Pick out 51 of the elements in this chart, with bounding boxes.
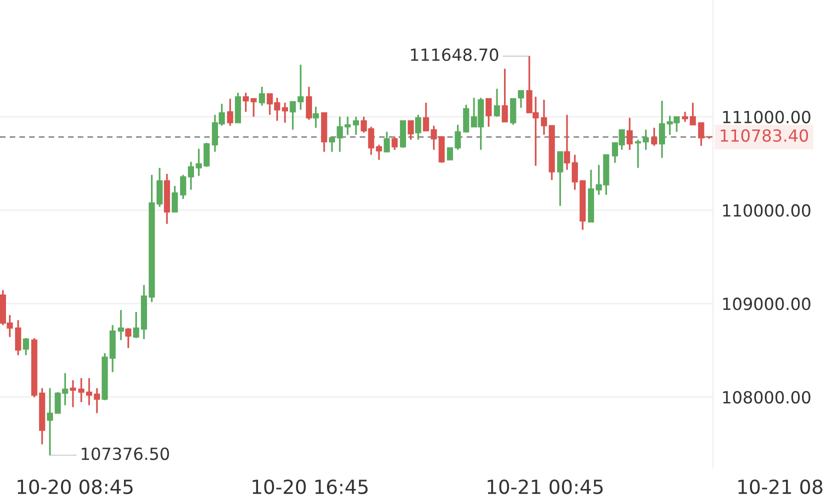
candlestick <box>454 124 461 151</box>
candlestick <box>312 106 319 129</box>
candlestick <box>698 122 704 147</box>
candlestick <box>306 86 312 121</box>
candlestick <box>634 138 642 169</box>
candlestick <box>94 387 100 414</box>
candlestick <box>422 102 430 132</box>
candlestick <box>180 174 186 200</box>
candlestick <box>682 110 688 123</box>
candlestick <box>494 88 500 118</box>
candlestick <box>626 116 633 151</box>
x-tick-label: 10-20 08:45 <box>18 479 133 494</box>
y-tick-label: 110000.00 <box>723 204 810 217</box>
candlestick <box>502 68 508 123</box>
candlestick <box>446 147 454 160</box>
candlestick <box>70 379 76 408</box>
annotation: 107376.50 <box>82 447 169 460</box>
candlestick <box>258 86 266 107</box>
candlestick <box>518 90 524 109</box>
candlestick <box>384 130 390 153</box>
candlestick <box>486 98 492 128</box>
y-tick-label: 111000.00 <box>723 110 810 124</box>
candlestick <box>118 309 124 341</box>
candlestick <box>15 319 22 356</box>
candlestick <box>415 114 422 141</box>
x-tick-label: 10-21 00:45 <box>488 479 603 494</box>
candlestick <box>282 102 288 124</box>
candlestick <box>22 337 30 356</box>
candlestick <box>557 150 564 207</box>
candlestick <box>352 116 360 136</box>
x-tick-label: 10-20 16:45 <box>252 479 368 494</box>
candlestick <box>651 126 658 147</box>
candlestick <box>133 311 140 339</box>
candlestick <box>408 120 414 141</box>
candlestick <box>227 98 234 127</box>
candlestick <box>564 114 570 171</box>
ref-line-label: 110783.40 <box>720 129 808 142</box>
candlestick <box>642 128 649 151</box>
y-tick-label: 109000.00 <box>723 298 810 310</box>
candlestick <box>540 98 548 136</box>
candlestick <box>376 144 382 161</box>
annotation: 111648.70 <box>411 48 498 62</box>
candlestick <box>172 185 178 213</box>
candlestick <box>463 104 470 134</box>
candlestick <box>328 136 336 153</box>
candlestick <box>392 136 398 151</box>
candlestick <box>690 102 696 126</box>
candlestick <box>658 100 666 159</box>
y-tick-label: 108000.00 <box>723 390 810 404</box>
candlestick <box>125 327 132 349</box>
x-tick-label: 10-21 08 <box>738 479 822 494</box>
